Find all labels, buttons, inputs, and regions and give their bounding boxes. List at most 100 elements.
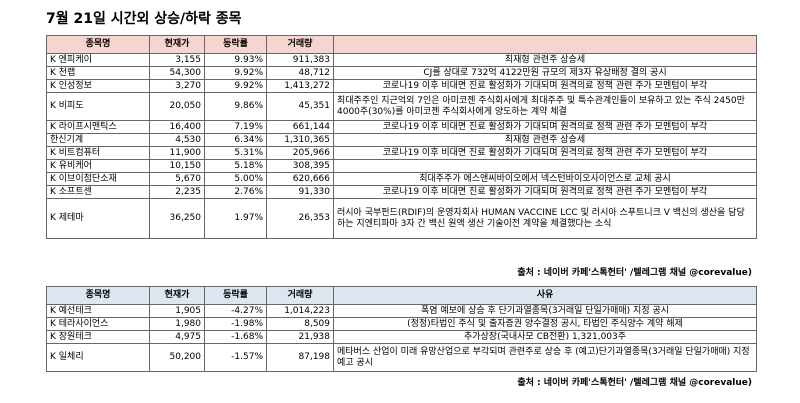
stock-volume: 1,014,223 bbox=[266, 304, 334, 318]
stock-price: 16,400 bbox=[149, 120, 205, 134]
table-row: K 제테마 36,250 1.97% 26,353 러시아 국부펀드(RDIF)의 운영… bbox=[46, 198, 757, 239]
stock-name: K 장원테크 bbox=[46, 330, 150, 344]
table-row: 한신기계 4,530 6.34% 1,310,365 최재형 관련주 상승세 bbox=[46, 133, 757, 147]
table-row: K 비피도 20,050 9.86% 45,351 최대주주인 지근억외 7인은 아미코… bbox=[46, 92, 757, 121]
stock-name: K 유비케어 bbox=[46, 159, 150, 173]
col-header-change: 등락률 bbox=[204, 286, 267, 305]
stock-change: 5.31% bbox=[204, 146, 267, 160]
stock-change: -4.27% bbox=[204, 304, 267, 318]
stock-change: -1.98% bbox=[204, 317, 267, 331]
table-row: K 소프트센 2,235 2.76% 91,330 코로나19 이후 비대면 진료 활성… bbox=[46, 185, 757, 199]
stock-change: 2.76% bbox=[204, 185, 267, 199]
col-header-price: 현재가 bbox=[149, 35, 205, 54]
stock-volume: 48,712 bbox=[266, 66, 334, 80]
stock-name: K 라이프시맨틱스 bbox=[46, 120, 150, 134]
stock-change: 9.92% bbox=[204, 66, 267, 80]
stock-change: 1.97% bbox=[204, 198, 267, 239]
stock-volume: 45,351 bbox=[266, 92, 334, 121]
stock-name: K 테라사이언스 bbox=[46, 317, 150, 331]
stock-note: 메타버스 산업이 미래 유망산업으로 부각되며 관련주로 상승 후 (예고)단기… bbox=[333, 343, 757, 372]
rise-table-header: 종목명 현재가 등락률 거래량 bbox=[46, 35, 757, 54]
stock-price: 20,050 bbox=[149, 92, 205, 121]
stock-price: 4,530 bbox=[149, 133, 205, 147]
stock-price: 1,980 bbox=[149, 317, 205, 331]
stock-volume: 21,938 bbox=[266, 330, 334, 344]
stock-price: 1,905 bbox=[149, 304, 205, 318]
stock-change: -1.57% bbox=[204, 343, 267, 372]
stock-price: 36,250 bbox=[149, 198, 205, 239]
fall-table-header: 종목명 현재가 등락률 거래량 사유 bbox=[46, 286, 757, 305]
stock-volume: 308,395 bbox=[266, 159, 334, 173]
page-title: 7월 21일 시간외 상승/하락 종목 bbox=[46, 11, 242, 27]
stock-price: 3,155 bbox=[149, 53, 205, 67]
stock-note: 코로나19 이후 비대면 진료 활성화가 기대되며 원격의료 정책 관련 주가 … bbox=[333, 185, 757, 199]
stock-note: 폭염 예보에 상승 후 단기과열종목(3거래일 단일가매매) 지정 공시 bbox=[333, 304, 757, 318]
stock-change: 6.34% bbox=[204, 133, 267, 147]
stock-change: -1.68% bbox=[204, 330, 267, 344]
stock-change: 9.86% bbox=[204, 92, 267, 121]
col-header-volume: 거래량 bbox=[266, 286, 334, 305]
stock-price: 2,235 bbox=[149, 185, 205, 199]
stock-note: 최대주주인 지근억외 7인은 아미코젠 주식회사에게 최대주주 및 특수관계인들… bbox=[333, 92, 757, 121]
stock-name: K 이브이첨단소재 bbox=[46, 172, 150, 186]
stock-price: 4,975 bbox=[149, 330, 205, 344]
table-row: K 장원테크 4,975 -1.68% 21,938 추가상장(국내사모 CB전환) 1… bbox=[46, 330, 757, 344]
stock-volume: 911,383 bbox=[266, 53, 334, 67]
stock-price: 5,670 bbox=[149, 172, 205, 186]
stock-change: 9.93% bbox=[204, 53, 267, 67]
stock-price: 54,300 bbox=[149, 66, 205, 80]
col-header-note bbox=[333, 35, 757, 54]
table-row: K 일체리 50,200 -1.57% 87,198 메타버스 산업이 미래 유망산업으… bbox=[46, 343, 757, 372]
stock-name: K 비트컴퓨터 bbox=[46, 146, 150, 160]
col-header-name: 종목명 bbox=[46, 286, 150, 305]
table-row: K 예선테크 1,905 -4.27% 1,014,223 폭염 예보에 상승 후 단기… bbox=[46, 304, 757, 318]
stock-price: 11,900 bbox=[149, 146, 205, 160]
stock-volume: 91,330 bbox=[266, 185, 334, 199]
stock-name: 한신기계 bbox=[46, 133, 150, 147]
stock-note: 추가상장(국내사모 CB전환) 1,321,003주 bbox=[333, 330, 757, 344]
col-header-name: 종목명 bbox=[46, 35, 150, 54]
stock-change: 5.18% bbox=[204, 159, 267, 173]
table-row: K 인성정보 3,270 9.92% 1,413,272 코로나19 이후 비대면 진료… bbox=[46, 79, 757, 93]
source-note: 출처 : 네이버 카페'스톡헌터' /텔레그램 채널 @corevalue) bbox=[517, 268, 752, 278]
stock-name: K 예선테크 bbox=[46, 304, 150, 318]
stock-volume: 1,310,365 bbox=[266, 133, 334, 147]
col-header-reason: 사유 bbox=[333, 286, 757, 305]
stock-name: K 인성정보 bbox=[46, 79, 150, 93]
stock-note: 러시아 국부펀드(RDIF)의 운영자회사 HUMAN VACCINE LCC … bbox=[333, 198, 757, 239]
stock-note: 최대주주가 에스앤씨바이오에서 넥스턴바이오사이언스로 교체 공시 bbox=[333, 172, 757, 186]
stock-volume: 205,966 bbox=[266, 146, 334, 160]
table-row: K 유비케어 10,150 5.18% 308,395 bbox=[46, 159, 757, 173]
col-header-volume: 거래량 bbox=[266, 35, 334, 54]
stock-volume: 26,353 bbox=[266, 198, 334, 239]
col-header-change: 등락률 bbox=[204, 35, 267, 54]
table-row: K 이브이첨단소재 5,670 5.00% 620,666 최대주주가 에스앤씨바이오에… bbox=[46, 172, 757, 186]
stock-note: CJ를 상대로 732억 4122만원 규모의 제3자 유상배정 결의 공시 bbox=[333, 66, 757, 80]
table-row: K 라이프시맨틱스 16,400 7.19% 661,144 코로나19 이후 비대면 … bbox=[46, 120, 757, 134]
source-note: 출처 : 네이버 카페'스톡헌터' /텔레그램 채널 @corevalue) bbox=[517, 378, 752, 388]
stock-note: 코로나19 이후 비대면 진료 활성화가 기대되며 원격의료 정책 관련 주가 … bbox=[333, 146, 757, 160]
stock-volume: 8,509 bbox=[266, 317, 334, 331]
stock-volume: 1,413,272 bbox=[266, 79, 334, 93]
stock-note bbox=[333, 159, 757, 173]
fall-table: 종목명 현재가 등락률 거래량 사유 K 예선테크 1,905 -4.27% 1,01… bbox=[46, 286, 757, 372]
stock-name: K 비피도 bbox=[46, 92, 150, 121]
table-row: K 비트컴퓨터 11,900 5.31% 205,966 코로나19 이후 비대면 진료… bbox=[46, 146, 757, 160]
stock-name: K 천랩 bbox=[46, 66, 150, 80]
stock-price: 3,270 bbox=[149, 79, 205, 93]
stock-change: 9.92% bbox=[204, 79, 267, 93]
stock-name: K 일체리 bbox=[46, 343, 150, 372]
stock-volume: 661,144 bbox=[266, 120, 334, 134]
stock-volume: 87,198 bbox=[266, 343, 334, 372]
stock-change: 7.19% bbox=[204, 120, 267, 134]
table-row: K 천랩 54,300 9.92% 48,712 CJ를 상대로 732억 4122만원… bbox=[46, 66, 757, 80]
stock-name: K 소프트센 bbox=[46, 185, 150, 199]
stock-change: 5.00% bbox=[204, 172, 267, 186]
stock-name: K 제테마 bbox=[46, 198, 150, 239]
stock-note: 코로나19 이후 비대면 진료 활성화가 기대되며 원격의료 정책 관련 주가 … bbox=[333, 120, 757, 134]
rise-table: 종목명 현재가 등락률 거래량 K 엔피케이 3,155 9.93% 911,383 최… bbox=[46, 35, 757, 239]
stock-price: 10,150 bbox=[149, 159, 205, 173]
col-header-price: 현재가 bbox=[149, 286, 205, 305]
stock-price: 50,200 bbox=[149, 343, 205, 372]
stock-note: 최재형 관련주 상승세 bbox=[333, 133, 757, 147]
